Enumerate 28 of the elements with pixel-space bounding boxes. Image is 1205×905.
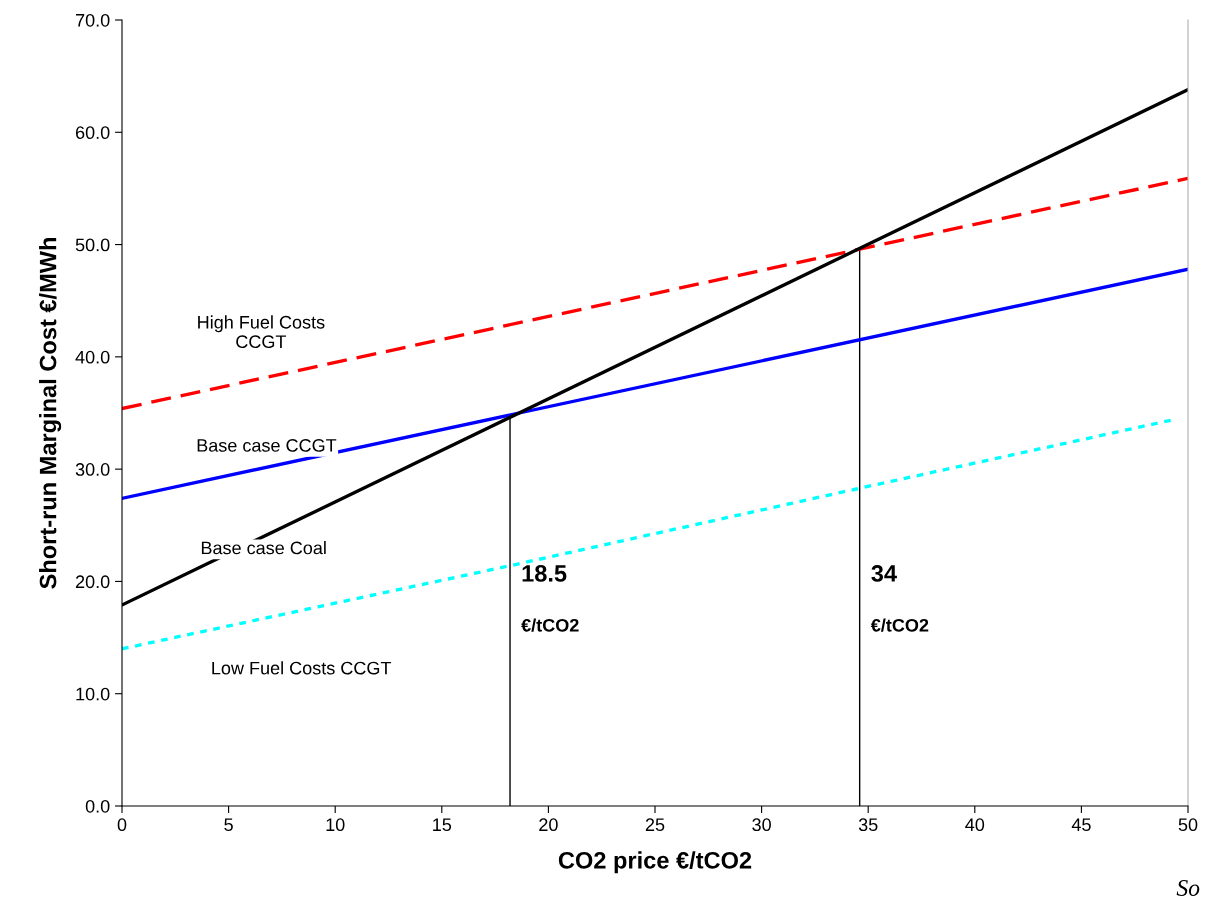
series-label: Low Fuel Costs CCGT: [212, 661, 392, 675]
x-tick-label: 35: [858, 818, 878, 832]
series-label: Base case Coal: [201, 541, 326, 555]
text: 18.5 €/tCO2: [521, 565, 579, 632]
x-tick-label: 40: [965, 818, 985, 832]
y-axis-title: Short-run Marginal Cost €/MWh: [39, 238, 62, 589]
x-tick-label: 15: [433, 818, 452, 832]
y-tick-label: 70.0: [75, 13, 110, 27]
x-tick-label: 25: [645, 818, 665, 832]
series-label: Base case CCGT: [197, 439, 337, 452]
y-tick-label: 0.0: [85, 799, 110, 813]
y-tick-label: 40.0: [75, 350, 110, 364]
text: So: [1176, 880, 1200, 896]
x-tick-label: 20: [539, 818, 558, 832]
x-tick-label: 50: [1178, 818, 1198, 832]
y-tick-label: 50.0: [75, 238, 110, 252]
series-label: High Fuel Costs CCGT: [198, 315, 325, 349]
y-tick-label: 60.0: [75, 126, 110, 140]
x-tick-label: 45: [1071, 818, 1091, 832]
y-tick-label: 30.0: [75, 463, 110, 476]
x-tick-label: 0: [117, 818, 127, 832]
text: 34 €/tCO2: [870, 565, 929, 632]
x-tick-label: 30: [752, 818, 771, 832]
x-tick-label: 5: [224, 818, 233, 832]
y-tick-label: 20.0: [75, 575, 110, 589]
x-axis-title: CO2 price €/tCO2: [558, 851, 752, 874]
x-tick-label: 10: [326, 818, 345, 832]
y-tick-label: 10.0: [76, 687, 110, 701]
